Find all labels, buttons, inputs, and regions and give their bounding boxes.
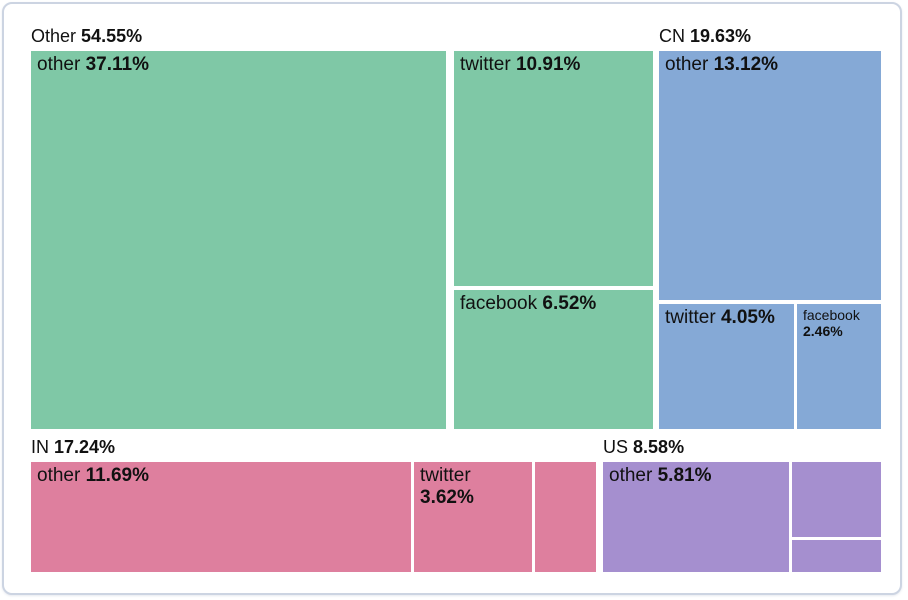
cell-name: twitter [460,54,511,75]
cell-percent: 10.91% [515,54,581,75]
treemap-cell-other-facebook[interactable]: facebook 6.52% [454,290,653,429]
group-header-other: Other 54.55% [31,26,143,47]
treemap-cell-in-unlabeled[interactable] [535,462,596,572]
treemap-cell-in-twitter[interactable]: twitter 3.62% [414,462,532,572]
cell-percent: 5.81% [657,465,712,486]
treemap-cell-other-twitter[interactable]: twitter 10.91% [454,51,653,286]
cell-percent: 37.11% [85,54,149,75]
group-header-us: US 8.58% [603,437,685,458]
cell-percent: 13.12% [713,54,779,75]
group-percent: 8.58% [633,437,685,457]
cell-label: facebook 6.52% [454,290,653,318]
cell-name: other [37,54,81,75]
group-name: US [603,437,629,457]
cell-name: twitter [665,307,716,328]
treemap-cell-cn-twitter[interactable]: twitter 4.05% [659,304,794,429]
group-name: Other [31,26,77,46]
group-name: IN [31,437,49,457]
cell-label: other 13.12% [659,51,881,79]
cell-name: twitter [420,465,471,486]
cell-label: other 5.81% [603,462,789,490]
cell-label: other 37.11% [31,51,446,79]
group-header-in: IN 17.24% [31,437,116,458]
treemap-cell-other-other[interactable]: other 37.11% [31,51,446,429]
cell-percent: 4.05% [720,307,775,328]
treemap-cell-cn-other[interactable]: other 13.12% [659,51,881,300]
cell-label: twitter 3.62% [414,462,532,513]
cell-name: other [665,54,709,75]
group-percent: 17.24% [54,437,116,457]
treemap-cell-in-other[interactable]: other 11.69% [31,462,411,572]
group-percent: 54.55% [81,26,143,46]
cell-percent: 11.69% [85,465,149,486]
cell-label: twitter 10.91% [454,51,653,79]
cell-label: twitter 4.05% [659,304,794,332]
cell-name: facebook [803,307,860,323]
group-name: CN [659,26,685,46]
treemap-cell-us-unlabeled-2[interactable] [792,540,881,572]
cell-percent: 2.46% [803,323,843,340]
cell-label: other 11.69% [31,462,411,490]
cell-percent: 3.62% [420,487,474,509]
group-percent: 19.63% [690,26,752,46]
treemap-cell-us-other[interactable]: other 5.81% [603,462,789,572]
cell-name: other [609,465,653,486]
treemap-cell-us-unlabeled-1[interactable] [792,462,881,537]
cell-name: facebook [460,293,538,314]
cell-percent: 6.52% [542,293,597,314]
cell-name: other [37,465,81,486]
cell-label: facebook 2.46% [797,304,881,342]
group-header-cn: CN 19.63% [659,26,752,47]
treemap-cell-cn-facebook[interactable]: facebook 2.46% [797,304,881,429]
